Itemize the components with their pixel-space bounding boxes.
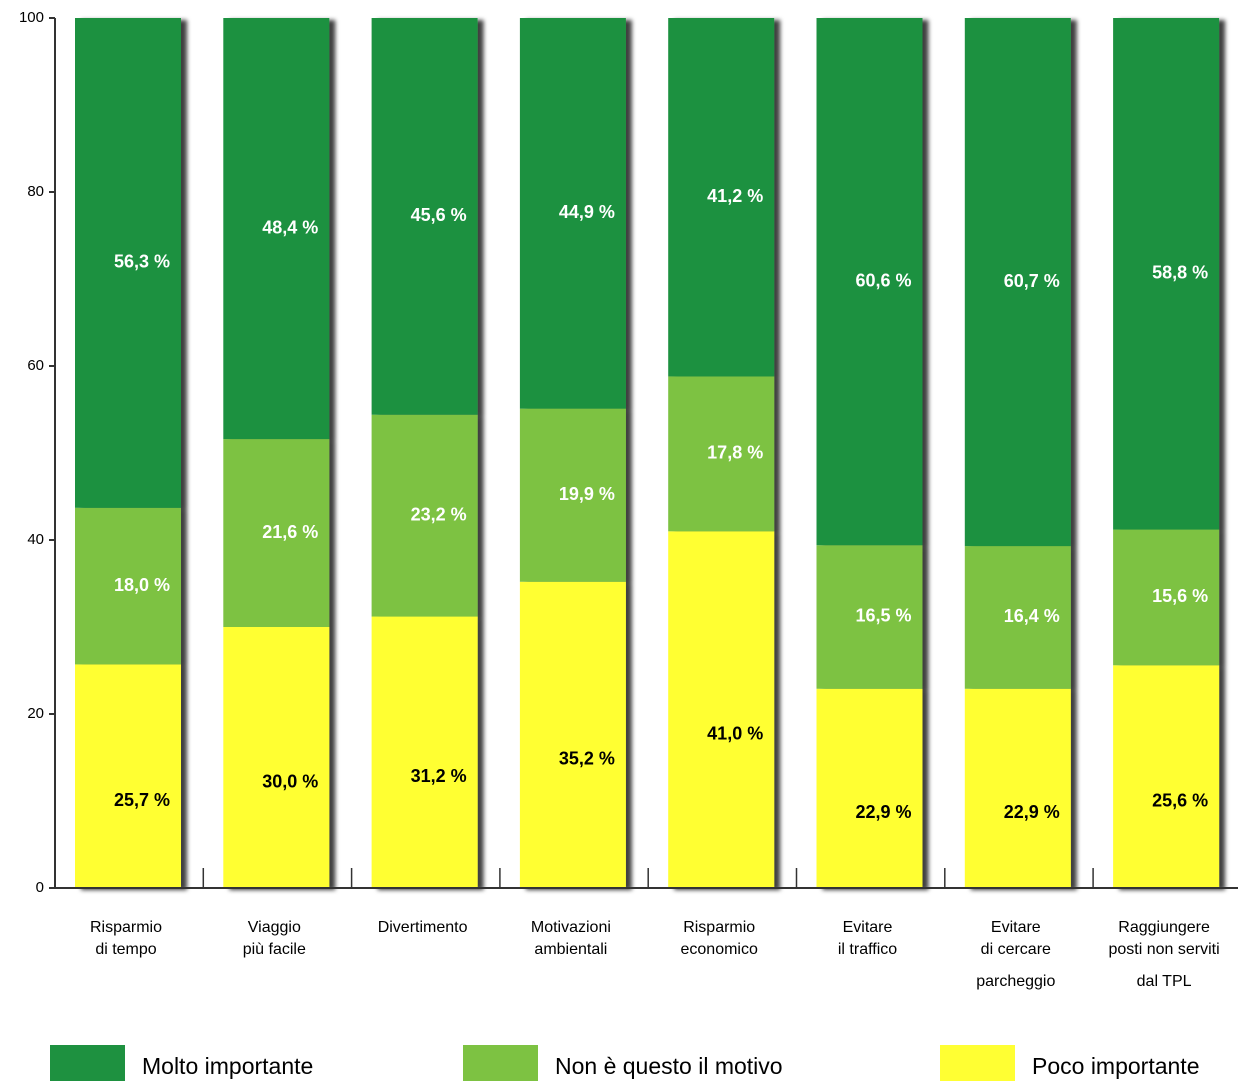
value-label: 45,6 % bbox=[411, 205, 467, 225]
bar-segment bbox=[223, 18, 330, 440]
bar-stack bbox=[75, 18, 181, 888]
value-label: 60,7 % bbox=[1004, 271, 1060, 291]
bar-segment bbox=[816, 545, 923, 689]
value-label: 41,0 % bbox=[707, 723, 763, 743]
bar-segment bbox=[964, 546, 1071, 689]
bar-stack bbox=[371, 18, 478, 888]
value-label: 41,2 % bbox=[707, 186, 763, 206]
value-label: 18,0 % bbox=[114, 575, 170, 595]
bar-stack bbox=[223, 18, 330, 888]
bar-segment bbox=[371, 18, 478, 415]
y-tick-label: 60 bbox=[27, 357, 44, 374]
bar-segment bbox=[75, 507, 181, 665]
legend-label: Non è questo il motivo bbox=[555, 1053, 783, 1079]
legend-label: Poco importante bbox=[1032, 1053, 1199, 1079]
x-tick-label: Viaggio più facile bbox=[243, 919, 306, 958]
value-label: 21,6 % bbox=[262, 522, 318, 542]
bars bbox=[75, 18, 1220, 888]
value-label: 23,2 % bbox=[411, 504, 467, 524]
value-label: 44,9 % bbox=[559, 202, 615, 222]
y-tick-label: 20 bbox=[27, 705, 44, 722]
y-tick-label: 100 bbox=[19, 9, 44, 26]
value-label: 17,8 % bbox=[707, 443, 763, 463]
value-label: 25,6 % bbox=[1152, 790, 1208, 810]
x-tick-label: Evitare il traffico bbox=[838, 919, 897, 958]
value-label: 35,2 % bbox=[559, 749, 615, 769]
x-tick-label: Divertimento bbox=[378, 919, 468, 936]
bar-segment bbox=[668, 18, 775, 377]
bar-segment bbox=[223, 439, 330, 627]
value-label: 31,2 % bbox=[411, 766, 467, 786]
y-tick-label: 80 bbox=[27, 183, 44, 200]
value-label: 30,0 % bbox=[262, 771, 318, 791]
value-label: 16,5 % bbox=[855, 606, 911, 626]
legend-swatch bbox=[940, 1045, 1015, 1081]
bar-segment bbox=[964, 688, 1071, 888]
value-label: 48,4 % bbox=[262, 217, 318, 237]
bar-segment bbox=[1113, 18, 1220, 530]
bar-segment bbox=[1113, 665, 1220, 888]
value-label: 58,8 % bbox=[1152, 263, 1208, 283]
value-label: 22,9 % bbox=[855, 802, 911, 822]
value-label: 56,3 % bbox=[114, 252, 170, 272]
bar-segment bbox=[816, 688, 923, 888]
x-tick-label: Motivazioni ambientali bbox=[531, 919, 611, 958]
x-tick-label: Raggiungere posti non serviti dal TPL bbox=[1109, 919, 1220, 990]
x-tick-label: Risparmio economico bbox=[681, 919, 758, 958]
bar-segment bbox=[668, 376, 775, 532]
bar-stack bbox=[1113, 18, 1220, 888]
legend-label: Molto importante bbox=[142, 1053, 313, 1079]
bar-stack bbox=[964, 18, 1071, 888]
x-tick-label: Evitare di cercare parcheggio bbox=[976, 919, 1055, 990]
bar-segment bbox=[519, 18, 626, 409]
value-label: 16,4 % bbox=[1004, 606, 1060, 626]
bar-stack bbox=[816, 18, 923, 888]
bar-segment bbox=[519, 581, 626, 888]
value-label: 60,6 % bbox=[855, 270, 911, 290]
bar-segment bbox=[75, 664, 181, 888]
value-label: 22,9 % bbox=[1004, 802, 1060, 822]
bar-segment bbox=[816, 18, 923, 546]
value-label: 25,7 % bbox=[114, 790, 170, 810]
bar-segment bbox=[964, 18, 1071, 547]
x-tick-label: Risparmio di tempo bbox=[90, 919, 162, 958]
bar-segment bbox=[371, 616, 478, 888]
bar-segment bbox=[223, 627, 330, 888]
bar-segment bbox=[668, 531, 775, 888]
value-label: 15,6 % bbox=[1152, 586, 1208, 606]
bar-segment bbox=[75, 18, 181, 508]
bar-stack bbox=[668, 18, 775, 888]
y-tick-label: 40 bbox=[27, 531, 44, 548]
bar-segment bbox=[519, 408, 626, 582]
bar-stack bbox=[519, 18, 626, 888]
bar-segment bbox=[1113, 529, 1220, 666]
legend-swatch bbox=[50, 1045, 125, 1081]
bar-segment bbox=[371, 414, 478, 617]
value-label: 19,9 % bbox=[559, 484, 615, 504]
legend-swatch bbox=[463, 1045, 538, 1081]
y-tick-label: 0 bbox=[36, 879, 44, 896]
